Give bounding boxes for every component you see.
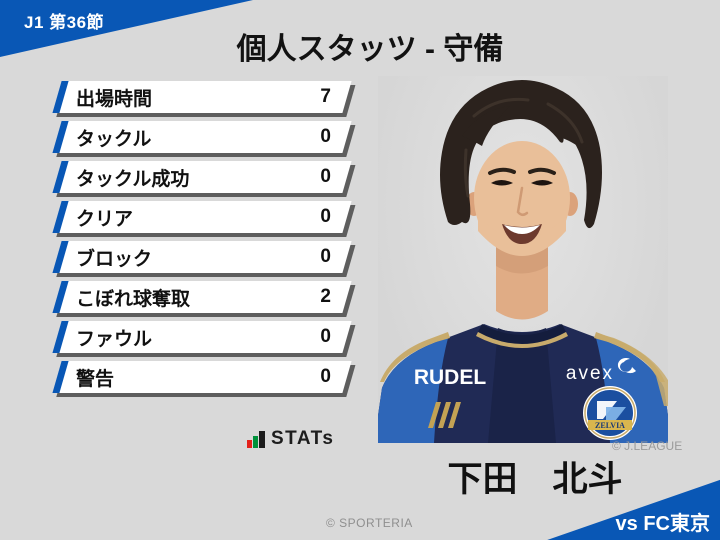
gold-stripes-icon [428,402,461,428]
stat-label: 出場時間 [76,88,153,110]
avex-swirl-icon [617,358,636,374]
stat-label: 警告 [76,368,115,390]
stats-provider-logo: STATs [247,426,334,450]
stat-row-minutes: 出場時間 7 [52,81,352,113]
player-photo: RUDEL avex ZELVIA [378,76,668,443]
stat-row-yellow-cards: 警告 0 [52,361,352,393]
stat-label: ファウル [76,328,153,350]
stat-value: 0 [320,366,331,387]
stat-value: 0 [320,326,331,347]
stat-row-tackles-won: タックル成功 0 [52,161,352,193]
bar-chart-icon [247,431,265,450]
stat-value: 0 [320,246,331,267]
page-title: 個人スタッツ - 守備 [236,33,504,66]
stat-value: 2 [320,286,331,307]
club-crest: ZELVIA [583,386,637,440]
stat-row-blocks: ブロック 0 [52,241,352,273]
stat-label: こぼれ球奪取 [76,288,191,310]
stat-row-fouls: ファウル 0 [52,321,352,353]
stat-row-clearances: クリア 0 [52,201,352,233]
stat-value: 0 [320,166,331,187]
stat-label: タックル成功 [76,168,190,190]
stat-label: ブロック [76,248,153,270]
jersey-sponsor-left: RUDEL [414,366,487,389]
stat-row-loose-ball-recoveries: こぼれ球奪取 2 [52,281,352,313]
stat-label: クリア [76,208,134,230]
sporteria-credit: © SPORTERIA [326,516,413,530]
stat-label: タックル [76,128,152,150]
crest-banner-label: ZELVIA [595,421,625,430]
jersey-sponsor-right: avex [566,363,614,384]
photo-credit: © J.LEAGUE [612,439,683,453]
player-portrait-illustration: RUDEL avex ZELVIA [378,80,668,443]
stats-provider-label: STATs [271,428,335,449]
matchday-badge-label: J1 第36節 [24,13,105,32]
stat-value: 0 [320,206,331,227]
opponent-label: vs FC東京 [615,513,710,535]
stat-row-tackles: タックル 0 [52,121,352,153]
stats-list: 出場時間 7 タックル 0 タックル成功 0 クリア 0 ブロック [52,81,352,401]
stat-value: 0 [320,126,331,147]
player-name: 下田 北斗 [447,460,623,499]
stat-value: 7 [320,86,331,107]
